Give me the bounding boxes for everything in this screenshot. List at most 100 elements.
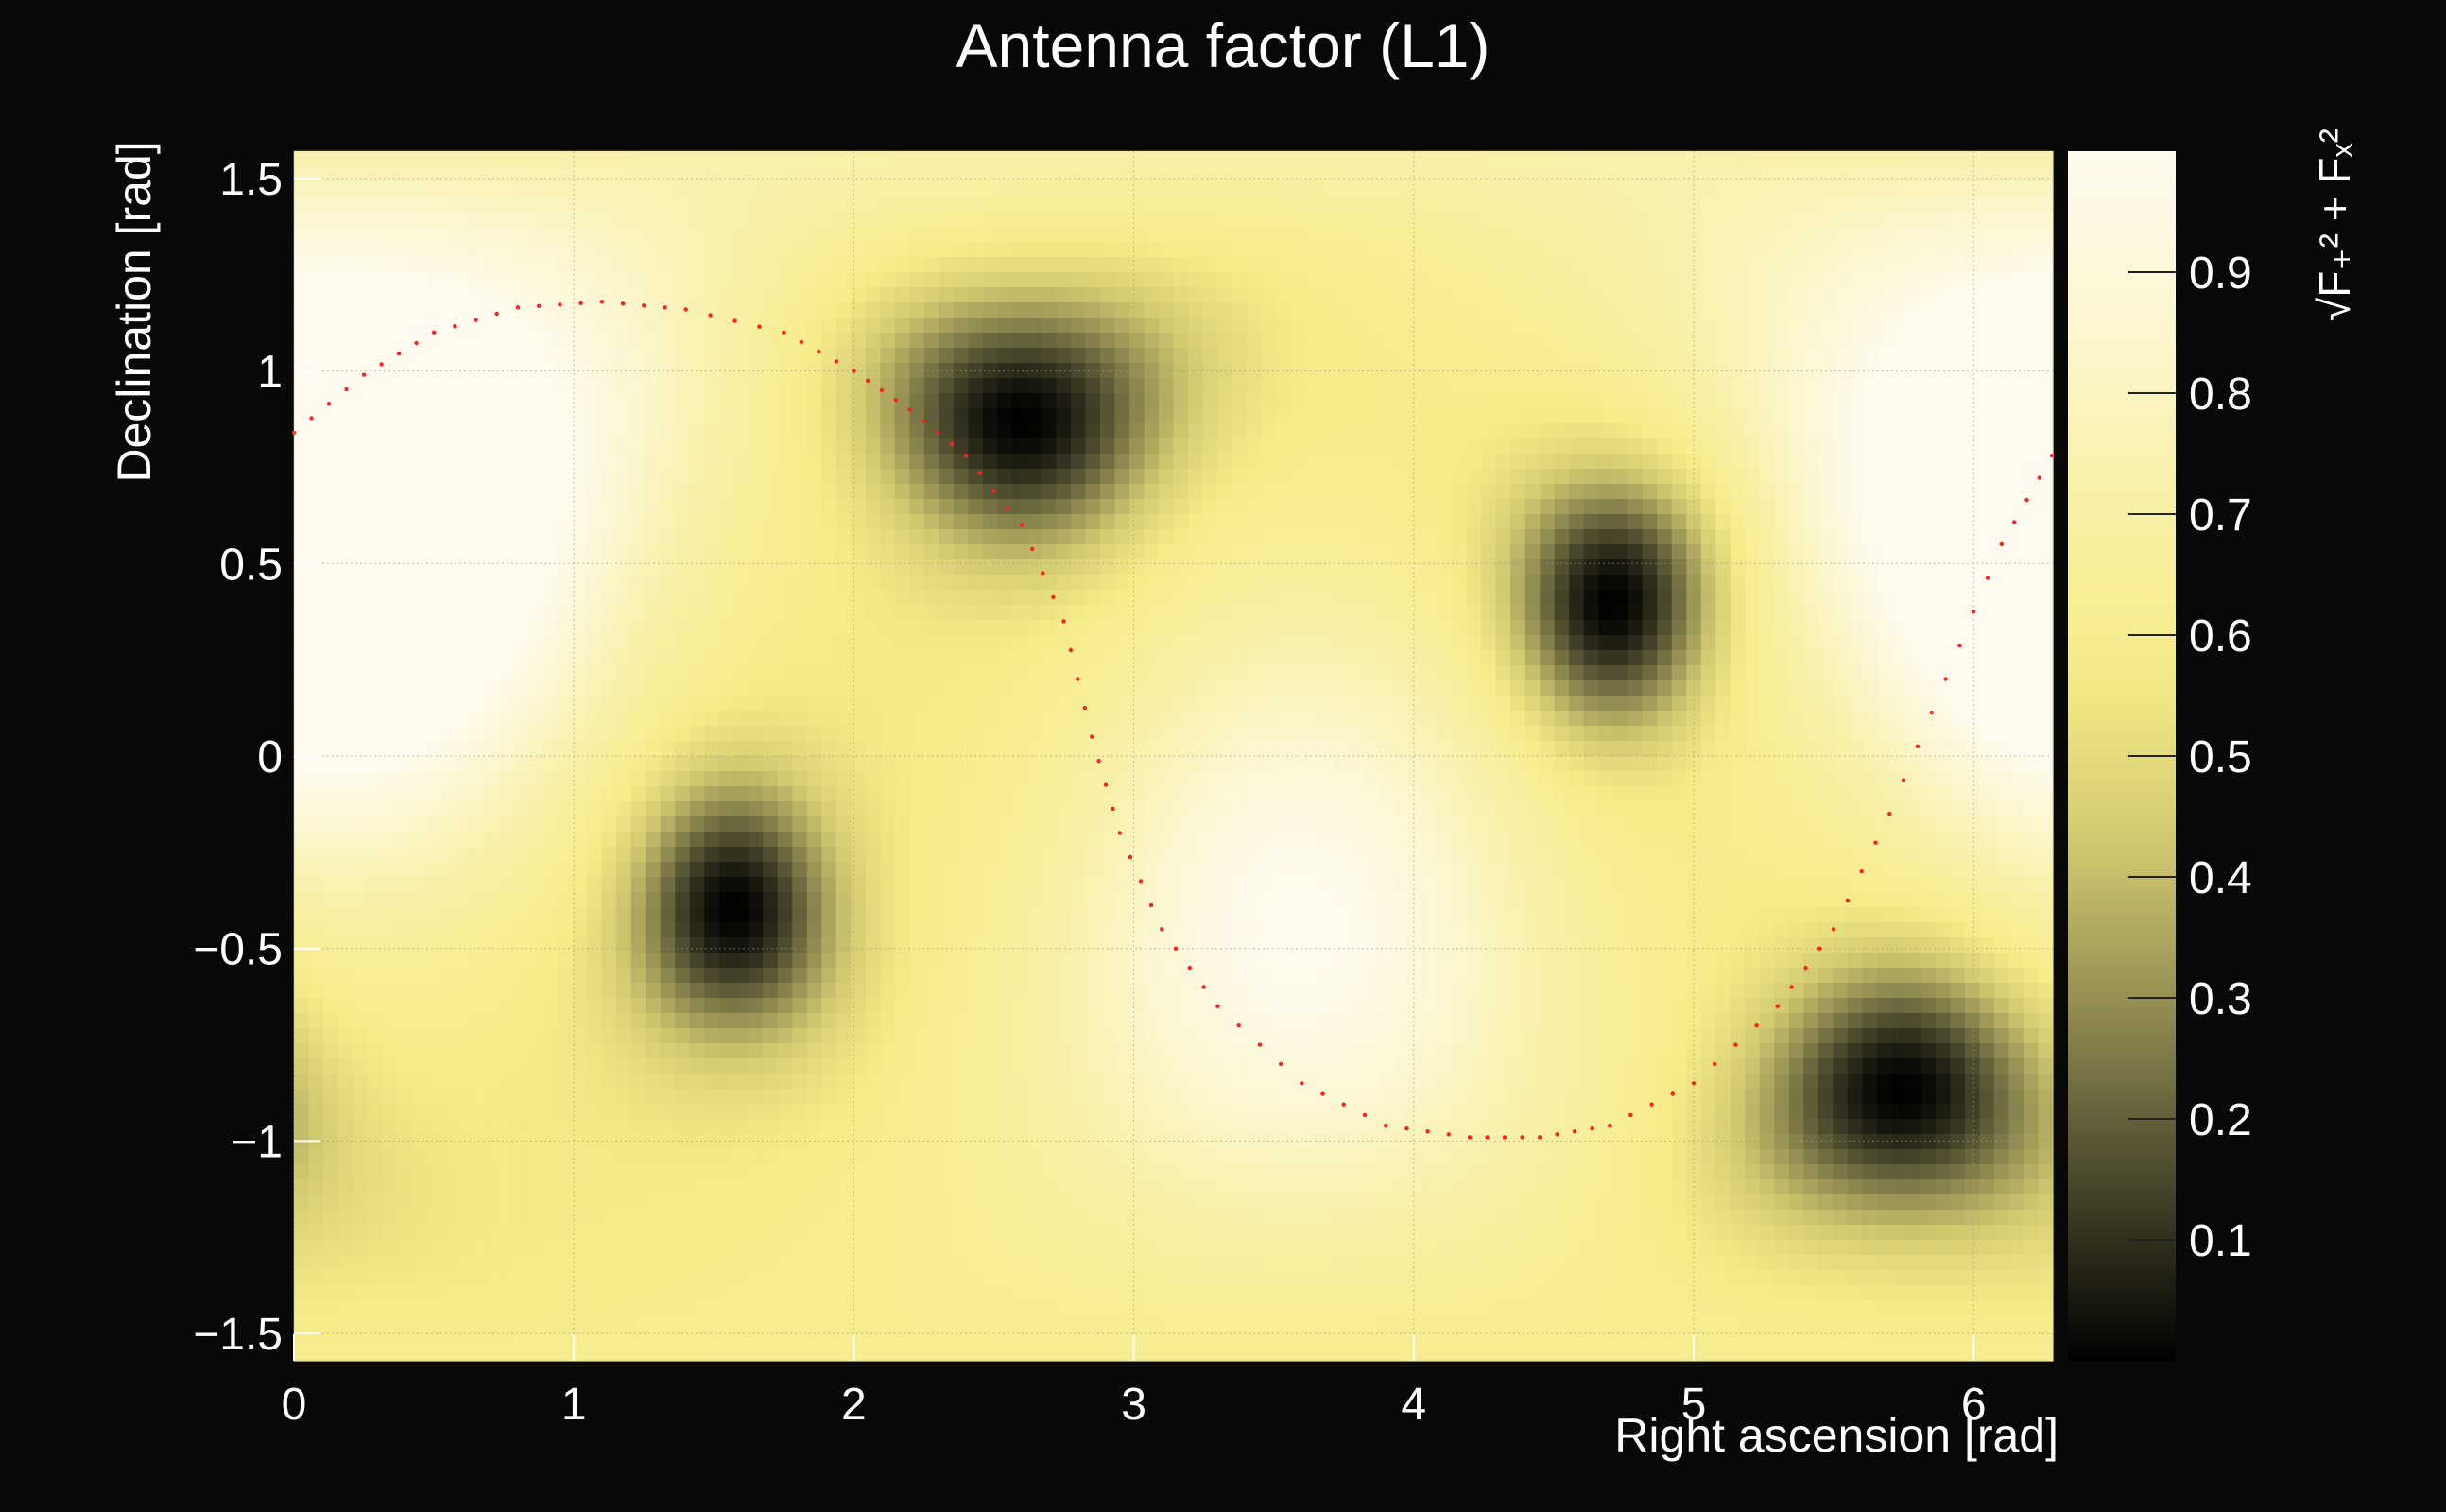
heatmap-cell bbox=[1569, 559, 1585, 576]
heatmap-cell bbox=[1481, 680, 1497, 696]
heatmap-cell bbox=[455, 212, 471, 228]
heatmap-cell bbox=[835, 484, 852, 500]
heatmap-cell bbox=[997, 166, 1013, 182]
heatmap-cell bbox=[1335, 393, 1351, 409]
heatmap-cell bbox=[1158, 454, 1175, 470]
heatmap-cell bbox=[1921, 454, 1937, 470]
heatmap-cell bbox=[1290, 423, 1306, 439]
heatmap-cell bbox=[1833, 197, 1849, 213]
heatmap-cell bbox=[1774, 680, 1790, 696]
heatmap-cell bbox=[1833, 529, 1849, 545]
heatmap-cell bbox=[1437, 348, 1453, 364]
heatmap-cell bbox=[1319, 469, 1335, 485]
heatmap-cell bbox=[2023, 408, 2040, 424]
heatmap-cell bbox=[1583, 559, 1599, 576]
heatmap-cell bbox=[1305, 257, 1321, 273]
heatmap-cell bbox=[2038, 212, 2054, 228]
heatmap-cell bbox=[646, 711, 662, 727]
heatmap-cell bbox=[2038, 559, 2054, 576]
heatmap-cell bbox=[558, 302, 574, 318]
heatmap-cell bbox=[440, 287, 456, 303]
heatmap-cell bbox=[353, 242, 369, 258]
heatmap-cell bbox=[1803, 318, 1819, 334]
heatmap-cell bbox=[1700, 559, 1716, 576]
heatmap-cell bbox=[2008, 469, 2024, 485]
heatmap-cell bbox=[1891, 514, 1907, 530]
heatmap-cell bbox=[1715, 151, 1731, 167]
heatmap-cell bbox=[1817, 741, 1834, 757]
heatmap-cell bbox=[1466, 544, 1482, 560]
heatmap-cell bbox=[675, 151, 691, 167]
heatmap-cell bbox=[630, 756, 646, 772]
heatmap-cell bbox=[630, 454, 646, 470]
heatmap-cell bbox=[1833, 680, 1849, 696]
heatmap-cell bbox=[1437, 575, 1453, 591]
heatmap-cell bbox=[1700, 696, 1716, 712]
heatmap-cell bbox=[1671, 469, 1687, 485]
heatmap-cell bbox=[1847, 166, 1863, 182]
heatmap-cell bbox=[1305, 227, 1321, 243]
heatmap-cell bbox=[851, 575, 867, 591]
heatmap-cell bbox=[1378, 408, 1394, 424]
heatmap-cell bbox=[2008, 454, 2024, 470]
heatmap-cell bbox=[1715, 469, 1731, 485]
heatmap-cell bbox=[411, 756, 427, 772]
heatmap-cell bbox=[1671, 408, 1687, 424]
heatmap-cell bbox=[1540, 544, 1556, 560]
heatmap-cell bbox=[455, 544, 471, 560]
heatmap-cell bbox=[1144, 514, 1160, 530]
heatmap-cell bbox=[1481, 408, 1497, 424]
heatmap-cell bbox=[646, 408, 662, 424]
heatmap-cell bbox=[1173, 166, 1189, 182]
heatmap-cell bbox=[1364, 333, 1380, 349]
heatmap-cell bbox=[923, 711, 939, 727]
heatmap-cell bbox=[1011, 408, 1028, 424]
heatmap-cell bbox=[484, 650, 500, 666]
heatmap-cell bbox=[1788, 348, 1804, 364]
heatmap-cell bbox=[1011, 212, 1028, 228]
heatmap-cell bbox=[1349, 423, 1365, 439]
heatmap-cell bbox=[440, 650, 456, 666]
heatmap-cell bbox=[572, 605, 588, 621]
heatmap-cell bbox=[733, 348, 749, 364]
heatmap-cell bbox=[1700, 454, 1716, 470]
heatmap-cell bbox=[1056, 212, 1072, 228]
heatmap-cell bbox=[1202, 348, 1218, 364]
heatmap-cell bbox=[923, 166, 939, 182]
heatmap-cell bbox=[968, 454, 984, 470]
heatmap-cell bbox=[1964, 484, 1981, 500]
heatmap-cell bbox=[1466, 166, 1482, 182]
heatmap-cell bbox=[308, 393, 324, 409]
heatmap-cell bbox=[440, 741, 456, 757]
heatmap-cell bbox=[1730, 166, 1746, 182]
heatmap-cell bbox=[572, 242, 588, 258]
heatmap-cell bbox=[1144, 378, 1160, 394]
heatmap-cell bbox=[1290, 393, 1306, 409]
heatmap-cell bbox=[572, 680, 588, 696]
heatmap-cell bbox=[367, 242, 383, 258]
heatmap-cell bbox=[616, 181, 632, 198]
heatmap-cell bbox=[1305, 726, 1321, 742]
heatmap-cell bbox=[2023, 741, 2040, 757]
heatmap-cell bbox=[1319, 696, 1335, 712]
heatmap-cell bbox=[1510, 166, 1526, 182]
heatmap-cell bbox=[1891, 197, 1907, 213]
heatmap-cell bbox=[1452, 680, 1468, 696]
heatmap-cell bbox=[367, 454, 383, 470]
heatmap-cell bbox=[1671, 680, 1687, 696]
heatmap-cell bbox=[748, 348, 764, 364]
heatmap-cell bbox=[587, 741, 603, 757]
heatmap-cell bbox=[1759, 590, 1775, 606]
heatmap-cell bbox=[528, 469, 544, 485]
heatmap-cell bbox=[1247, 438, 1263, 455]
heatmap-cell bbox=[1745, 559, 1761, 576]
heatmap-cell bbox=[1319, 559, 1335, 576]
heatmap-cell bbox=[953, 665, 969, 681]
heatmap-cell bbox=[1041, 197, 1058, 213]
heatmap-cell bbox=[1730, 408, 1746, 424]
heatmap-cell bbox=[923, 393, 939, 409]
heatmap-cell bbox=[1290, 514, 1306, 530]
heatmap-cell bbox=[1188, 302, 1204, 318]
heatmap-cell bbox=[968, 605, 984, 621]
heatmap-cell bbox=[1905, 423, 1922, 439]
